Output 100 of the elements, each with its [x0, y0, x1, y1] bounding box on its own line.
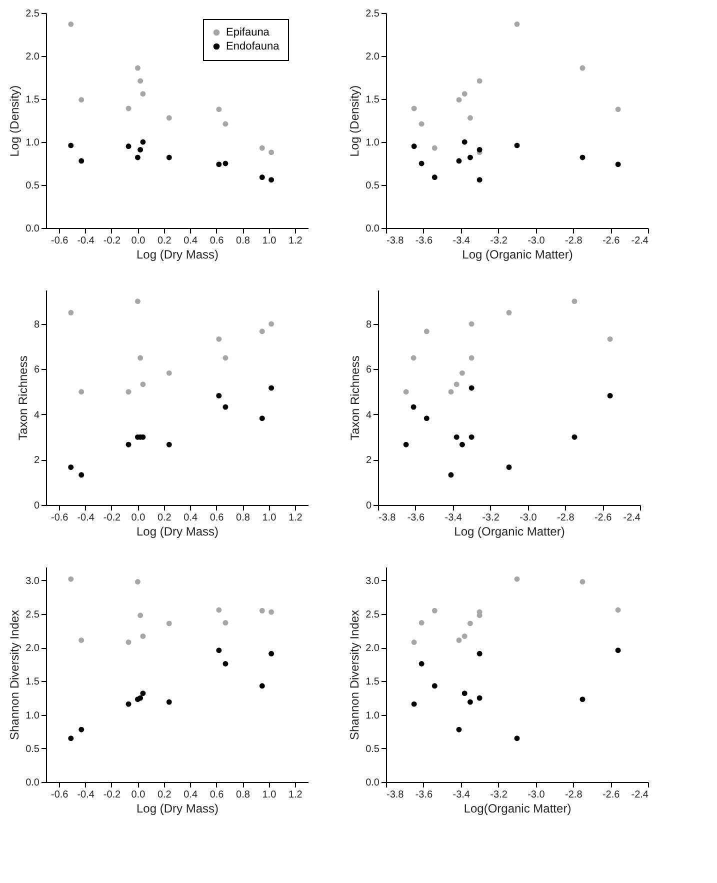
point [268, 609, 274, 615]
x-tick-label: -3.2 [482, 512, 500, 524]
x-tick-label: -0.4 [77, 236, 95, 246]
y-axis-title: Shannon Diversity Index [348, 610, 362, 740]
x-tick-label: 0.6 [210, 512, 224, 524]
y-tick-label: 1.0 [26, 710, 40, 722]
y-tick-label: 1.5 [26, 94, 40, 106]
point [138, 612, 144, 618]
y-axis-title: Shannon Diversity Index [8, 610, 22, 740]
x-tick-label: -3.0 [520, 512, 538, 524]
point [68, 576, 74, 582]
x-tick-label: 1.0 [262, 790, 277, 800]
x-tick-label: -3.2 [490, 236, 508, 246]
y-tick-label: 2.0 [26, 52, 40, 62]
x-tick-label: 0.6 [210, 236, 224, 246]
point [134, 154, 140, 160]
y-tick-label: 1.5 [26, 676, 40, 688]
point [78, 726, 84, 732]
x-tick-label: 0.2 [157, 790, 172, 800]
x-tick-label: 0.4 [184, 790, 198, 800]
point [222, 404, 228, 410]
y-tick-label: 0.5 [366, 744, 380, 755]
point [166, 620, 172, 626]
point [140, 690, 146, 696]
point [126, 144, 132, 150]
y-tick-label: 0.5 [26, 180, 40, 192]
y-tick-label: 3.0 [366, 576, 380, 587]
x-tick-label: -3.4 [444, 512, 462, 524]
point [259, 683, 265, 689]
x-tick-label: 0.0 [131, 236, 146, 246]
point [268, 321, 274, 327]
y-axis-title: Taxon Richness [16, 356, 30, 440]
x-tick-label: -0.2 [103, 790, 122, 800]
x-tick-label: 1.2 [288, 512, 303, 524]
point [222, 620, 228, 626]
point [140, 91, 146, 97]
x-tick-label: -2.6 [594, 512, 612, 524]
x-tick-label: -0.6 [50, 790, 69, 800]
x-axis-title: Log (Dry Mass) [136, 248, 219, 262]
point [259, 174, 265, 180]
y-tick-label: 0.5 [26, 744, 40, 755]
y-tick-label: 2.5 [366, 610, 380, 621]
point [268, 150, 274, 156]
point [216, 162, 222, 168]
point [216, 106, 222, 112]
point [68, 21, 74, 27]
y-tick-label: 0.0 [26, 224, 40, 234]
x-tick-label: 0.8 [236, 236, 250, 246]
x-axis-title: Log (Organic Matter) [462, 248, 573, 262]
point [222, 121, 228, 127]
y-tick-label: 0.0 [366, 778, 380, 788]
point [78, 389, 84, 395]
x-tick-label: -0.2 [103, 236, 122, 246]
point [78, 638, 84, 643]
y-tick-label: 2.0 [366, 52, 380, 62]
y-tick-label: 2.5 [366, 8, 380, 20]
y-tick-label: 0.0 [366, 224, 380, 234]
point [126, 640, 132, 645]
x-tick-label: 1.0 [262, 512, 277, 524]
point [68, 310, 74, 316]
point [78, 158, 84, 164]
point [216, 607, 222, 613]
point [134, 65, 140, 71]
x-tick-label: -0.6 [50, 512, 69, 524]
x-axis-title: Log(Organic Matter) [464, 802, 572, 816]
point [68, 464, 74, 470]
point [140, 382, 146, 388]
y-tick-label: 6 [366, 364, 372, 376]
y-tick-label: 4 [34, 410, 40, 421]
x-tick-label: 0.6 [210, 790, 224, 800]
point [166, 442, 172, 448]
point [78, 472, 84, 478]
point [222, 355, 228, 361]
point [140, 139, 146, 145]
x-tick-label: -3.0 [528, 790, 546, 800]
y-tick-label: 2.0 [26, 643, 40, 654]
point [222, 160, 228, 166]
y-tick-label: 0 [366, 500, 372, 512]
x-tick-label: 0.8 [236, 790, 250, 800]
x-tick-label: -0.4 [77, 512, 95, 524]
y-tick-label: 4 [366, 410, 372, 421]
y-axis-title: Log (Density) [8, 85, 22, 157]
point [222, 661, 228, 666]
point [126, 389, 132, 395]
point [138, 78, 144, 84]
y-tick-label: 1.0 [366, 138, 380, 148]
point [126, 442, 132, 448]
point [216, 336, 222, 342]
point [138, 695, 144, 701]
x-tick-label: -3.2 [490, 790, 508, 800]
point [68, 736, 74, 742]
x-axis-title: Log (Dry Mass) [136, 802, 219, 816]
x-tick-label: 1.0 [262, 236, 277, 246]
point [259, 608, 265, 614]
point [166, 699, 172, 705]
x-tick-label: -0.6 [50, 236, 69, 246]
y-tick-label: 2 [366, 455, 372, 466]
x-tick-label: 0.2 [157, 512, 172, 524]
x-tick-label: -2.8 [565, 236, 583, 246]
x-tick-label: -3.6 [415, 790, 433, 800]
